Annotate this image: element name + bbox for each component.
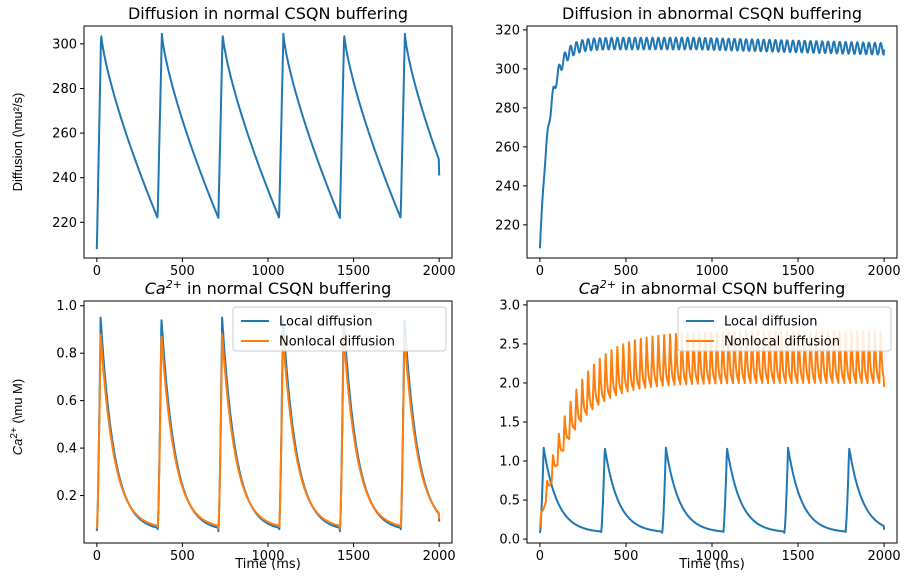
panel-title: Diffusion in abnormal CSQN buffering [562, 4, 862, 23]
x-tick-label: 1500 [781, 549, 814, 564]
y-tick-label: 1.0 [56, 299, 77, 314]
y-tick-label: 3.0 [499, 298, 520, 313]
title-sup: 2+ [166, 278, 182, 291]
y-tick-label: 0.2 [56, 489, 77, 504]
x-tick-label: 0 [536, 549, 544, 564]
x-tick-label: 2000 [868, 264, 901, 279]
legend: Local diffusion Nonlocal diffusion [232, 306, 447, 352]
x-tick-label: 1000 [251, 549, 284, 564]
y-tick-label: 280 [52, 82, 77, 97]
legend-label: Local diffusion [724, 315, 817, 330]
plot-frame [83, 25, 453, 259]
x-tick-label: 2000 [423, 549, 456, 564]
panel-title: Ca2+ in normal CSQN buffering [145, 278, 392, 298]
x-tick-label: 500 [614, 264, 639, 279]
x-axis-label: Time (ms) [678, 557, 745, 572]
series-line [95, 32, 441, 250]
y-tick-label: 0.8 [56, 347, 77, 362]
y-tick-label: 240 [52, 171, 77, 186]
y-tick-label: 280 [495, 101, 520, 116]
legend-box [677, 306, 892, 352]
y-tick-label: 1.5 [499, 416, 520, 431]
legend-box [232, 306, 447, 352]
panel-diffusion-abnormal: Diffusion in abnormal CSQN buffering 0 50… [495, 4, 900, 279]
y-tick-label: 220 [495, 218, 520, 233]
title-base: Ca [145, 279, 166, 298]
panel-title: Ca2+ in abnormal CSQN buffering [579, 278, 846, 298]
y-tick-label: 0.6 [56, 394, 77, 409]
ylabel-sup: 2+ [9, 427, 20, 439]
x-tick-label: 500 [170, 549, 195, 564]
series-line [538, 330, 886, 528]
y-tick-label: 0.5 [499, 494, 520, 509]
title-rest: in abnormal CSQN buffering [616, 279, 845, 298]
panel-calcium-normal: Ca2+ in normal CSQN buffering Ca2+ (\mu … [9, 278, 456, 572]
x-tick-label: 500 [170, 264, 195, 279]
legend-label: Nonlocal diffusion [279, 335, 395, 350]
x-tick-label: 0 [536, 264, 544, 279]
title-sup: 2+ [600, 278, 616, 291]
y-tick-label: 220 [52, 216, 77, 231]
plot-frame [526, 25, 898, 259]
panel-diffusion-normal: Diffusion in normal CSQN buffering Diffu… [10, 4, 456, 279]
x-tick-label: 1500 [337, 549, 370, 564]
y-tick-label: 0.0 [499, 533, 520, 548]
legend-label: Local diffusion [279, 315, 372, 330]
series-line [538, 36, 886, 249]
legend-label: Nonlocal diffusion [724, 335, 840, 350]
y-tick-label: 260 [52, 127, 77, 142]
y-tick-label: 320 [495, 23, 520, 38]
x-tick-label: 500 [614, 549, 639, 564]
x-tick-label: 1000 [695, 549, 728, 564]
x-axis-label: Time (ms) [234, 557, 301, 572]
y-axis-label: Diffusion (\mu²/s) [10, 93, 25, 192]
x-tick-label: 0 [93, 264, 101, 279]
y-tick-label: 240 [495, 179, 520, 194]
y-tick-label: 2.0 [499, 376, 520, 391]
title-base: Ca [579, 279, 600, 298]
x-tick-label: 1500 [337, 264, 370, 279]
y-tick-label: 2.5 [499, 337, 520, 352]
x-tick-label: 0 [93, 549, 101, 564]
x-tick-label: 1000 [695, 264, 728, 279]
y-tick-label: 260 [495, 140, 520, 155]
y-tick-label: 1.0 [499, 455, 520, 470]
panel-title: Diffusion in normal CSQN buffering [128, 4, 408, 23]
y-tick-label: 300 [495, 62, 520, 77]
legend: Local diffusion Nonlocal diffusion [677, 306, 892, 352]
y-tick-label: 300 [52, 37, 77, 52]
ylabel-base: Ca [10, 439, 25, 456]
x-tick-label: 1000 [251, 264, 284, 279]
series-line [538, 446, 886, 534]
x-tick-label: 2000 [868, 549, 901, 564]
panel-calcium-abnormal: Ca2+ in abnormal CSQN buffering Time (ms… [499, 278, 900, 572]
y-axis-label: Ca2+ (\mu M) [9, 379, 25, 455]
ylabel-rest: (\mu M) [10, 379, 25, 427]
y-tick-label: 0.4 [56, 442, 77, 457]
series-line [95, 333, 441, 530]
x-tick-label: 2000 [423, 264, 456, 279]
x-tick-label: 1500 [781, 264, 814, 279]
title-rest: in normal CSQN buffering [182, 279, 391, 298]
